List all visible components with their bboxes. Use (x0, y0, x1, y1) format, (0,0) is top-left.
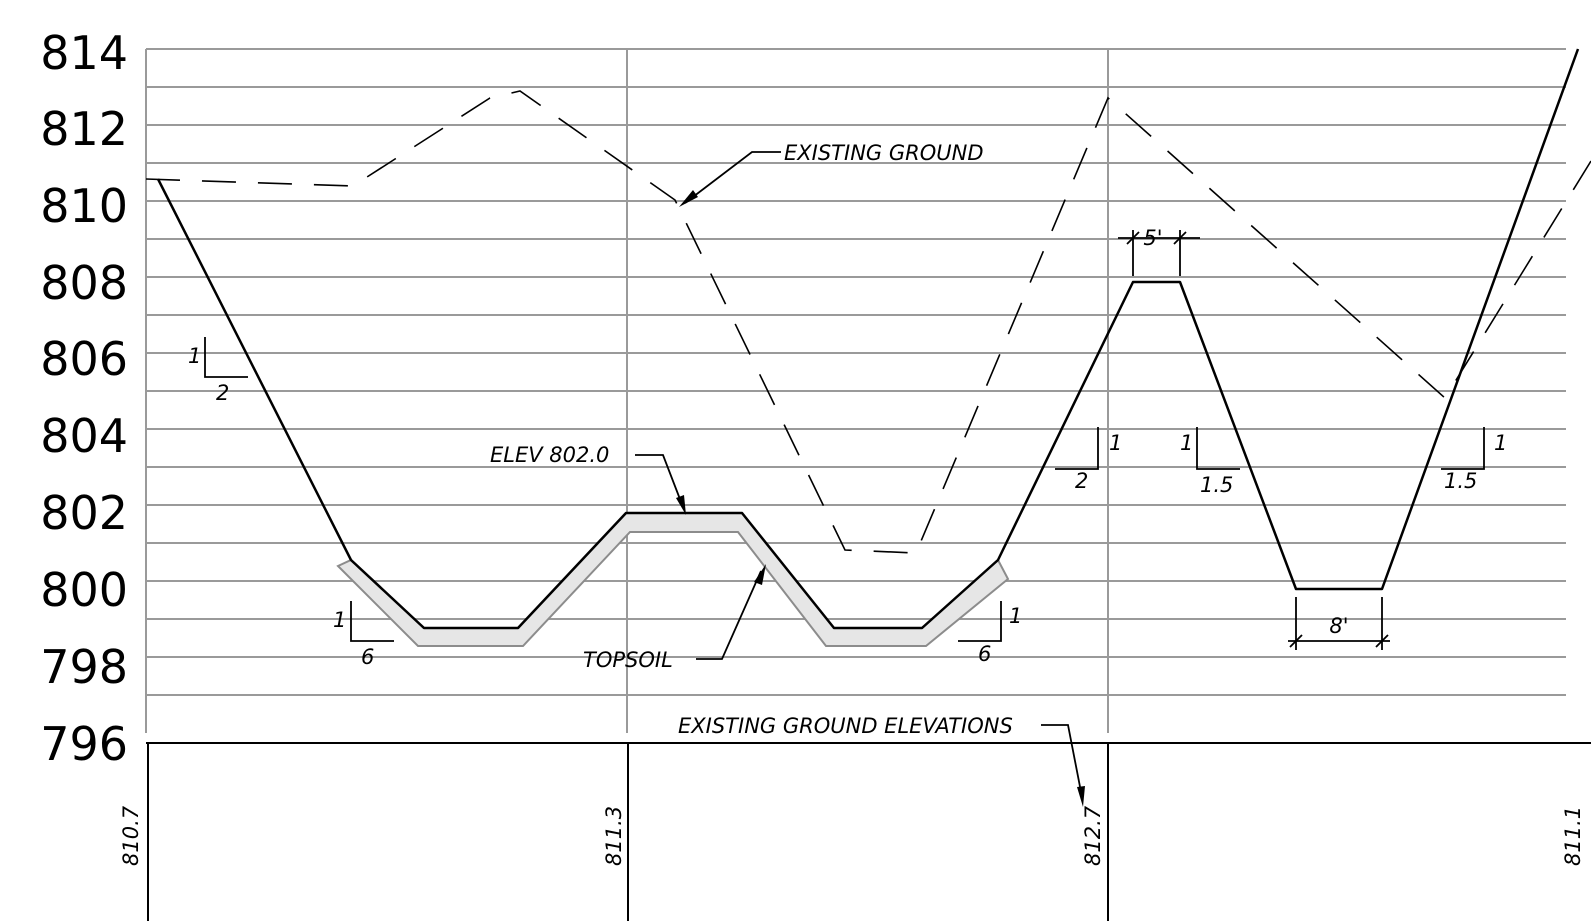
horizontal-grid (146, 48, 1566, 696)
y-tick-label: 800 (40, 563, 128, 617)
y-tick-label: 798 (40, 640, 128, 694)
slope-run: 6 (361, 645, 374, 669)
existing-ground-label: EXISTING GROUND (784, 141, 984, 165)
slope-rise: 1 (1180, 431, 1193, 455)
y-tick-label: 814 (40, 26, 128, 80)
slope-run: 2 (1075, 469, 1088, 493)
ground-elevation-values: 810.7 811.3 812.7 811.1 (119, 805, 1585, 866)
slope-run: 1.5 (1444, 469, 1477, 493)
slope-run: 1.5 (1200, 473, 1233, 497)
slope-rise: 1 (188, 344, 201, 368)
top-width-dimension: 5' (1143, 226, 1162, 250)
existing-ground-line (145, 90, 1591, 554)
vertical-grid (145, 49, 1109, 733)
existing-ground-elevations-label: EXISTING GROUND ELEVATIONS (678, 714, 1013, 738)
y-tick-label: 806 (40, 332, 128, 386)
topsoil-left (336, 512, 1010, 647)
y-tick-label: 804 (40, 409, 128, 463)
excavation-section (156, 48, 1580, 630)
bottom-width-dimension: 8' (1329, 614, 1348, 638)
slope-rise: 1 (1109, 431, 1122, 455)
y-tick-label: 796 (40, 717, 128, 771)
slope-rise: 1 (1494, 431, 1507, 455)
topsoil-label: TOPSOIL (583, 648, 673, 672)
dimensions: 5' 8' (1118, 226, 1390, 650)
elevation-table (146, 742, 1591, 921)
slope-indicators: 1 2 1 6 1 6 1 2 1 1.5 1 1.5 (188, 337, 1507, 669)
left-excavation-line (156, 48, 1580, 630)
slope-run: 6 (978, 642, 991, 666)
y-tick-label: 810 (40, 179, 128, 233)
existing-ground (145, 90, 1591, 554)
ground-elevation-value: 811.1 (1561, 806, 1585, 866)
ground-elevation-value: 811.3 (602, 806, 626, 866)
annotations: EXISTING GROUND ELEV 802.0 TOPSOIL EXIST… (490, 141, 1085, 807)
y-tick-label: 802 (40, 486, 128, 540)
y-axis-labels: 814 812 810 808 806 804 802 800 798 796 (40, 26, 128, 771)
slope-run: 2 (216, 381, 229, 405)
slope-rise: 1 (333, 608, 346, 632)
elevation-label: ELEV 802.0 (490, 443, 609, 467)
topsoil-layers (336, 512, 1010, 647)
ground-elevation-value: 812.7 (1081, 805, 1105, 866)
y-tick-label: 808 (40, 256, 128, 310)
slope-rise: 1 (1009, 604, 1022, 628)
y-tick-label: 812 (40, 102, 128, 156)
ground-elevation-value: 810.7 (119, 805, 143, 866)
